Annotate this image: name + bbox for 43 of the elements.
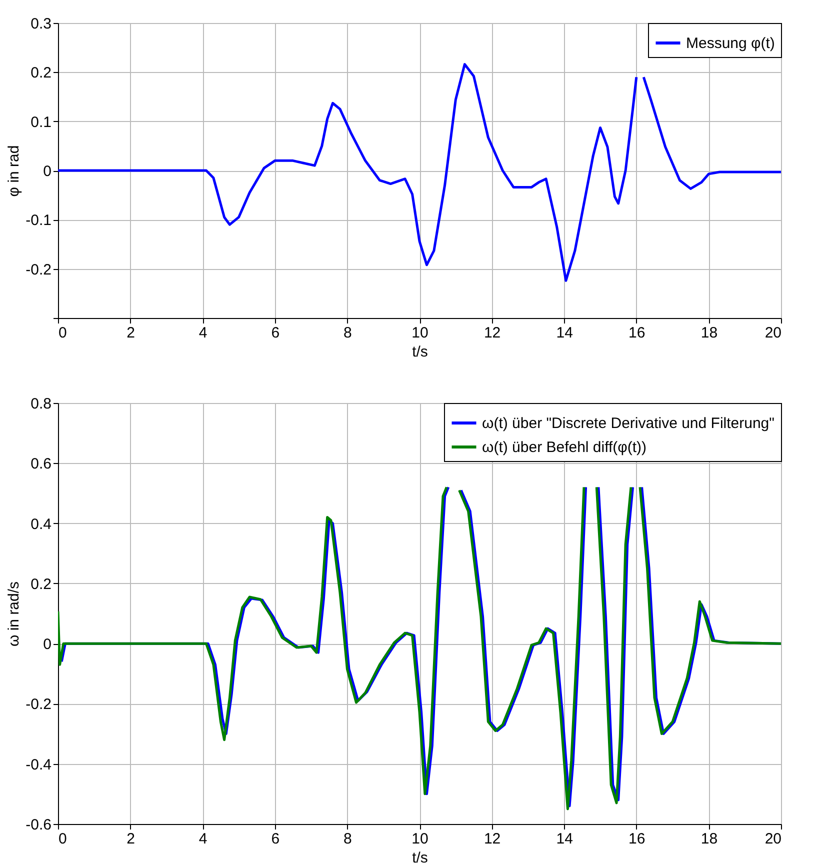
x-tick-label: 18: [700, 324, 718, 342]
y-tick-label: 0.2: [30, 576, 52, 593]
x-tick-label: 10: [412, 324, 428, 342]
x-tick-label: 8: [344, 830, 352, 848]
x-axis-title: t/s: [412, 850, 428, 866]
x-tick-label: 12: [484, 830, 501, 848]
y-tick-label: -0.6: [26, 816, 52, 834]
y-tick-label: -0.1: [26, 212, 52, 230]
y-tick-label: 0.1: [30, 114, 52, 131]
y-tick-label: -0.2: [26, 696, 52, 714]
y-tick-label: 0: [43, 636, 52, 654]
x-tick-label: 0: [58, 830, 67, 848]
x-tick-label: 16: [628, 830, 646, 848]
y-tick-label: 0.2: [30, 64, 52, 82]
x-tick-label: 4: [198, 324, 208, 342]
y-axis-title: φ in rad: [6, 145, 23, 197]
x-tick-label: 6: [271, 830, 280, 848]
y-tick-label: 0.6: [30, 456, 52, 473]
x-axis-title: t/s: [412, 344, 428, 360]
y-tick-label: 0.3: [30, 16, 52, 32]
x-tick-label: 16: [628, 324, 646, 342]
y-tick-label: -0.4: [26, 756, 52, 774]
y-axis-title: ω in rad/s: [6, 581, 23, 647]
x-tick-label: 2: [126, 830, 135, 848]
y-tick-label: 0.4: [30, 516, 52, 533]
x-tick-label: 20: [764, 324, 782, 342]
y-tick-label: -0.2: [26, 261, 52, 278]
x-tick-label: 2: [126, 324, 135, 342]
x-tick-label: 20: [764, 830, 782, 848]
x-tick-label: 8: [344, 324, 352, 342]
x-tick-label: 6: [271, 324, 280, 342]
x-tick-label: 12: [484, 324, 501, 342]
x-tick-label: 14: [556, 830, 573, 848]
y-tick-label: 0: [43, 163, 52, 180]
y-tick-label: 0.8: [30, 396, 52, 412]
legend-label: ω(t) über Befehl diff(φ(t)): [482, 439, 647, 456]
x-tick-label: 18: [700, 830, 718, 848]
legend-label: Messung φ(t): [686, 35, 775, 52]
x-tick-label: 14: [556, 324, 573, 342]
x-tick-label: 4: [198, 830, 208, 848]
legend-label: ω(t) über "Discrete Derivative und Filterung": [482, 415, 774, 432]
x-tick-label: 0: [58, 324, 67, 342]
x-tick-label: 10: [412, 830, 428, 848]
